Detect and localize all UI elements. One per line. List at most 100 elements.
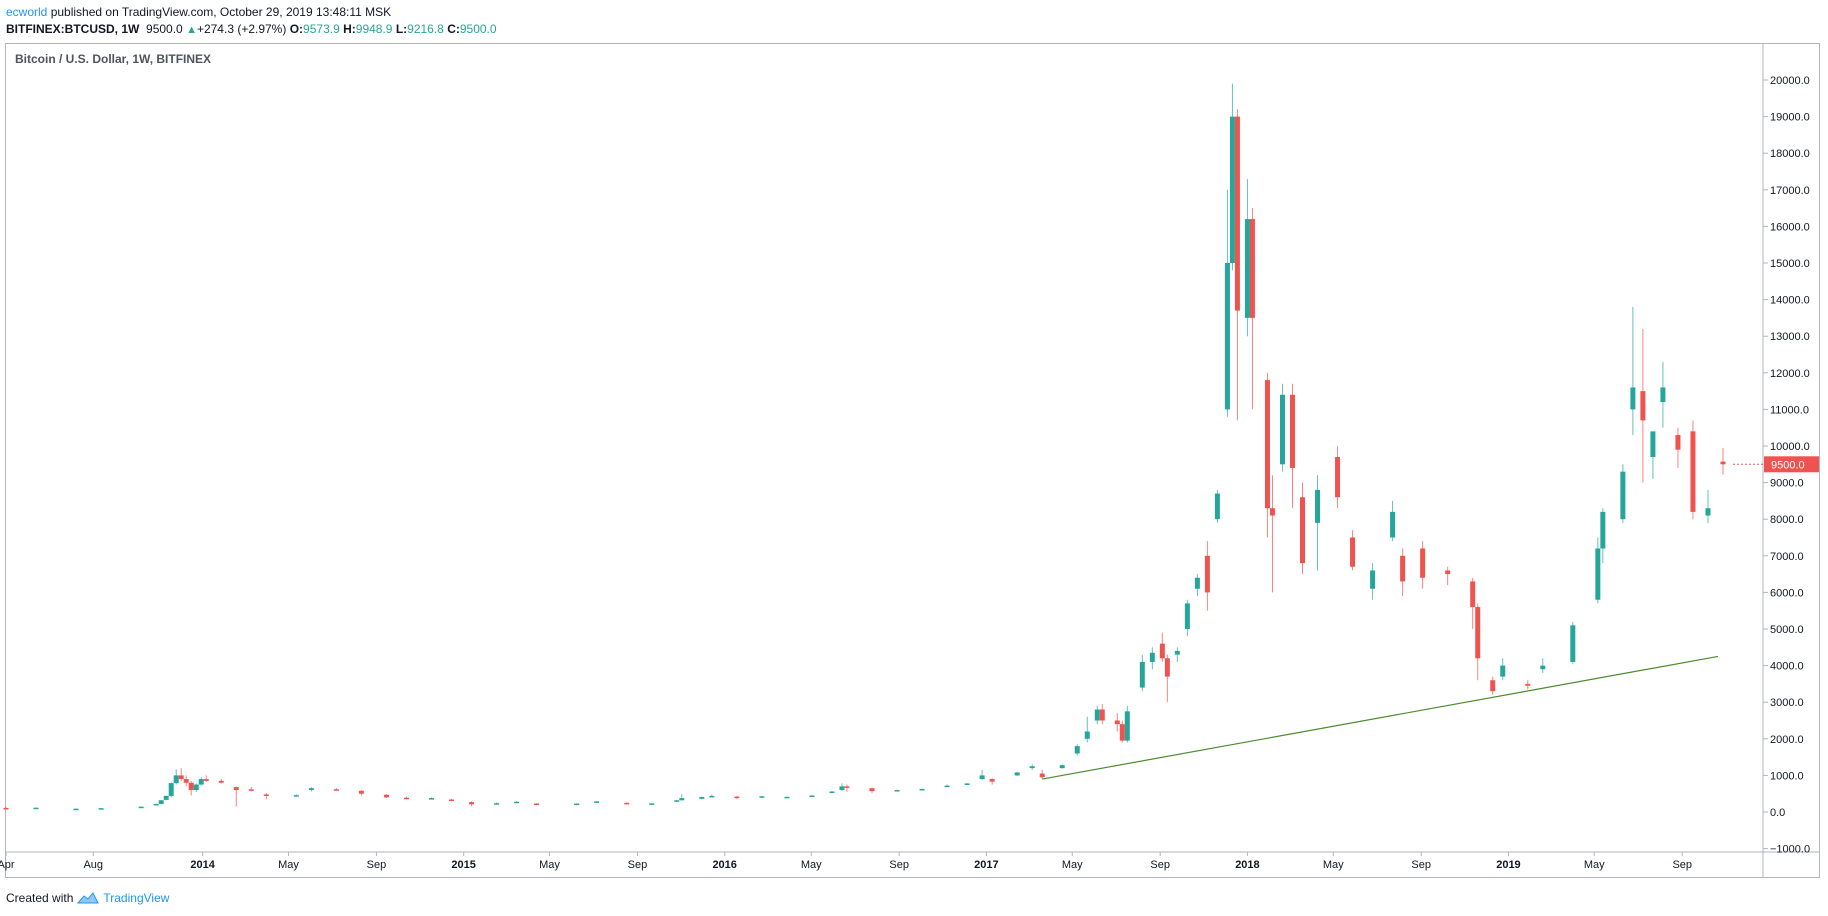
- candle-body: [203, 779, 209, 781]
- candle-body: [1234, 116, 1240, 311]
- open-label: O:: [289, 22, 304, 36]
- candle-body: [1244, 219, 1250, 318]
- candle-body: [1224, 263, 1230, 410]
- low-label: L:: [395, 22, 408, 36]
- candle-body: [1720, 461, 1726, 465]
- candle-body: [1490, 680, 1496, 692]
- y-tick-label: 12000.0: [1770, 368, 1810, 380]
- candle-body: [594, 801, 600, 803]
- y-tick-label: 0.0: [1770, 807, 1785, 819]
- candle-body: [138, 806, 144, 809]
- candle-body: [183, 779, 189, 783]
- candle-body: [428, 798, 434, 800]
- last-price-label: 9500.0: [1771, 459, 1805, 471]
- candle-body: [679, 798, 685, 801]
- y-tick-label: 14000.0: [1770, 295, 1810, 307]
- x-tick-label: 2017: [974, 859, 998, 871]
- candle-body: [1184, 603, 1190, 629]
- footer: Created with TradingView: [6, 891, 169, 905]
- candle-body: [759, 796, 765, 798]
- candle-body: [168, 783, 174, 796]
- candle-body: [894, 790, 900, 792]
- candle-body: [829, 791, 835, 794]
- candle-body: [649, 803, 655, 805]
- chart-frame[interactable]: [5, 43, 1820, 878]
- x-tick-label: 2016: [712, 859, 736, 871]
- candle-body: [809, 795, 815, 798]
- candle-body: [1475, 607, 1481, 659]
- candle-body: [1264, 380, 1270, 509]
- y-tick-label: 6000.0: [1770, 587, 1804, 599]
- candle-body: [98, 808, 104, 810]
- published-text: published on TradingView.com, October 29…: [47, 5, 392, 19]
- candle-body: [1164, 658, 1170, 677]
- candle-body: [198, 779, 204, 785]
- candle-body: [839, 786, 845, 791]
- candle-body: [1300, 497, 1306, 564]
- close-value: 9500.0: [459, 22, 497, 36]
- chart-title: Bitcoin / U.S. Dollar, 1W, BITFINEX: [15, 52, 212, 66]
- candle-body: [1630, 387, 1636, 410]
- candle-body: [1269, 508, 1275, 516]
- candle-body: [674, 800, 680, 802]
- candle-body: [1350, 537, 1356, 567]
- candle-body: [709, 795, 715, 798]
- candle-body: [1420, 548, 1426, 578]
- y-tick-label: 4000.0: [1770, 661, 1804, 673]
- candle-body: [158, 800, 164, 804]
- candle-body: [263, 794, 269, 796]
- close-label: C:: [447, 22, 460, 36]
- candle-body: [1094, 709, 1100, 721]
- candle-body: [1279, 394, 1285, 465]
- candle-body: [188, 782, 194, 791]
- x-tick-label: Sep: [628, 859, 648, 871]
- candle-body: [699, 796, 705, 799]
- candle-body: [1595, 548, 1601, 600]
- candle-body: [1445, 570, 1451, 575]
- candle-body: [1600, 511, 1606, 549]
- candle-body: [1500, 665, 1506, 677]
- x-tick-label: May: [1062, 859, 1083, 871]
- candle-body: [1014, 772, 1020, 776]
- candle-body: [1289, 394, 1295, 468]
- candle-body: [449, 799, 455, 802]
- candle-body: [1039, 773, 1045, 778]
- y-tick-label: 5000.0: [1770, 624, 1804, 636]
- author-link[interactable]: ecworld: [6, 5, 48, 19]
- candle-body: [1119, 724, 1125, 741]
- y-tick-label: −1000.0: [1770, 844, 1810, 856]
- candle-body: [1690, 431, 1696, 512]
- candle-body: [1214, 493, 1220, 520]
- x-tick-label: 2019: [1496, 859, 1520, 871]
- candle-body: [358, 790, 364, 794]
- candle-body: [1660, 387, 1666, 403]
- candle-body: [1620, 471, 1626, 520]
- y-tick-label: 18000.0: [1770, 148, 1810, 160]
- y-tick-label: 2000.0: [1770, 734, 1804, 746]
- candle-body: [1640, 391, 1646, 421]
- candle-body: [1570, 625, 1576, 662]
- high-label: H:: [343, 22, 356, 36]
- candle-body: [1540, 665, 1546, 670]
- candle-body: [403, 797, 409, 800]
- candle-body: [248, 789, 254, 791]
- candle-body: [514, 801, 520, 804]
- candle-body: [1149, 652, 1155, 662]
- y-tick-label: 9000.0: [1770, 478, 1804, 490]
- tradingview-logo-icon: [77, 892, 100, 904]
- tradingview-brand-link[interactable]: TradingView: [103, 891, 170, 905]
- candle-body: [734, 796, 740, 799]
- publish-info: ecworld published on TradingView.com, Oc…: [6, 5, 391, 19]
- candle-body: [1159, 643, 1165, 659]
- candle-body: [1059, 765, 1065, 769]
- candle-body: [3, 807, 9, 810]
- candle-body: [1390, 511, 1396, 538]
- created-with-text: Created with: [6, 891, 74, 905]
- y-tick-label: 19000.0: [1770, 112, 1810, 124]
- x-tick-label: May: [278, 859, 299, 871]
- candle-body: [1204, 555, 1210, 593]
- candle-body: [1470, 581, 1476, 608]
- high-value: 9948.9: [355, 22, 393, 36]
- candle-body: [944, 785, 950, 788]
